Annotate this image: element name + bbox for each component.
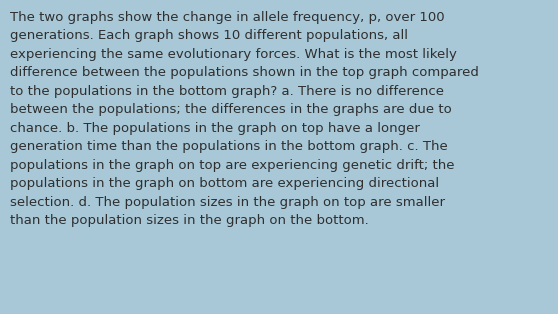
Text: The two graphs show the change in allele frequency, p, over 100
generations. Eac: The two graphs show the change in allele… (10, 11, 479, 227)
